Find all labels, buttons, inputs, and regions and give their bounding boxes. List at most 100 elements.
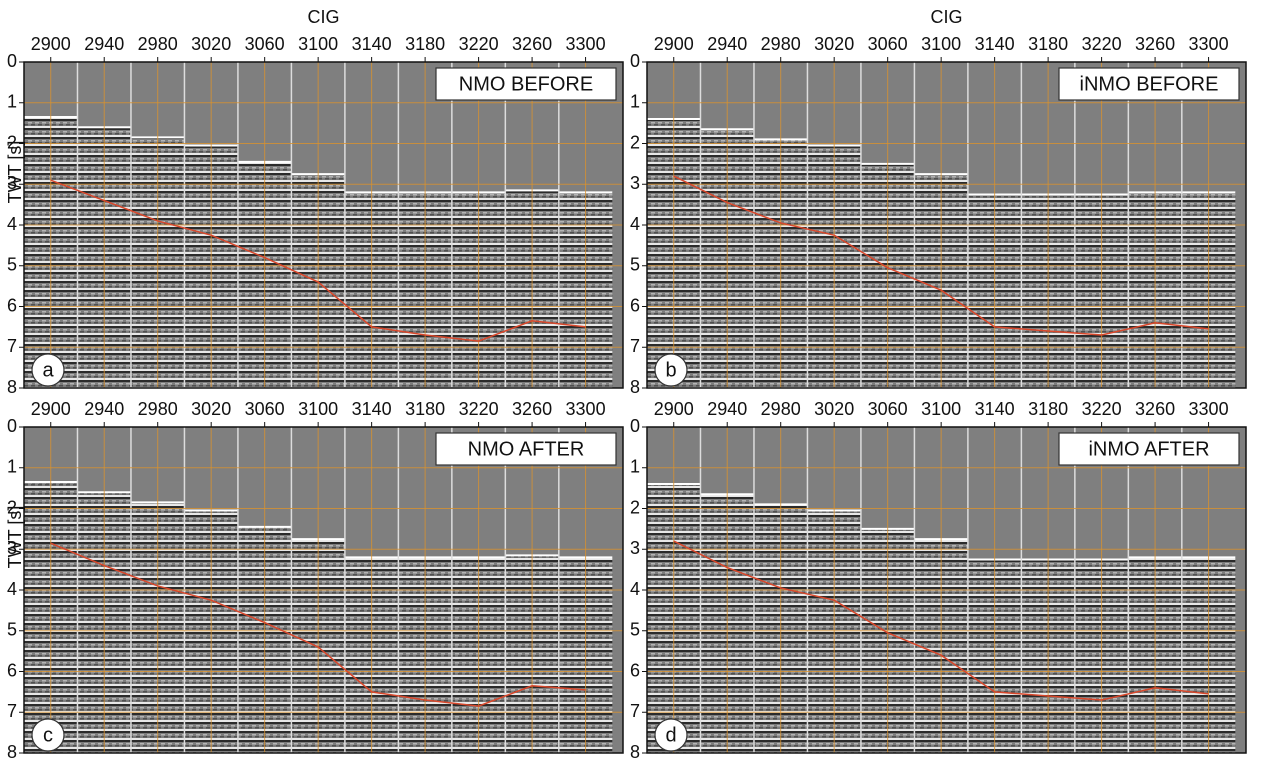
- x-tick-label: 3300: [566, 399, 606, 419]
- x-tick-label: 3300: [1189, 399, 1229, 419]
- x-tick-label: 2900: [31, 34, 71, 54]
- x-tick-label: 3220: [1082, 34, 1122, 54]
- x-tick-label: 2940: [707, 34, 747, 54]
- y-tick-label: 6: [7, 660, 17, 680]
- x-tick-label: 3180: [405, 399, 445, 419]
- title-box: [1058, 67, 1240, 101]
- x-tick-label: 2900: [654, 399, 694, 419]
- x-tick-label: 3060: [868, 399, 908, 419]
- y-tick-label: 8: [7, 377, 17, 397]
- y-tick-label: 1: [630, 92, 640, 112]
- x-tick-label: 2980: [761, 34, 801, 54]
- x-tick-label: 3260: [512, 399, 552, 419]
- y-tick-label: 4: [630, 214, 640, 234]
- y-axis-label: TWT [s]: [5, 506, 25, 569]
- panel-badge: [654, 718, 688, 752]
- x-tick-label: 3140: [975, 34, 1015, 54]
- panel-label: c: [43, 724, 53, 746]
- x-tick-label: 2980: [138, 399, 178, 419]
- pick-line: [50, 542, 586, 707]
- x-tick-label: 2940: [84, 399, 124, 419]
- x-tick-label: 3140: [352, 34, 392, 54]
- x-tick-label: 3140: [975, 399, 1015, 419]
- x-tick-label: 3300: [566, 34, 606, 54]
- x-tick-label: 3100: [298, 34, 338, 54]
- panel-title: NMO BEFORE: [459, 73, 593, 95]
- x-tick-label: 3260: [512, 34, 552, 54]
- y-tick-label: 4: [7, 579, 17, 599]
- x-tick-label: 3300: [1189, 34, 1229, 54]
- panel-label: d: [665, 724, 676, 746]
- y-tick-label: 0: [630, 51, 640, 71]
- y-tick-label: 7: [630, 336, 640, 356]
- y-tick-label: 2: [7, 132, 17, 152]
- y-tick-label: 3: [7, 538, 17, 558]
- x-tick-label: 3260: [1135, 34, 1175, 54]
- y-tick-label: 1: [630, 457, 640, 477]
- y-tick-label: 2: [630, 132, 640, 152]
- panel-title: iNMO BEFORE: [1080, 73, 1219, 95]
- x-tick-label: 3100: [921, 34, 961, 54]
- y-tick-label: 3: [630, 173, 640, 193]
- title-box: [1058, 432, 1240, 466]
- x-tick-label: 3140: [352, 399, 392, 419]
- x-tick-label: 3220: [1082, 399, 1122, 419]
- panel-badge: [31, 718, 65, 752]
- x-tick-label: 3100: [921, 399, 961, 419]
- y-tick-label: 1: [7, 457, 17, 477]
- pick-line: [673, 540, 1209, 701]
- panel-label: b: [665, 359, 676, 381]
- panel-title: iNMO AFTER: [1088, 438, 1209, 460]
- y-tick-label: 7: [7, 336, 17, 356]
- x-tick-label: 3020: [814, 399, 854, 419]
- title-box: [435, 67, 617, 101]
- y-tick-label: 2: [630, 497, 640, 517]
- x-axis-label: CIG: [307, 7, 339, 27]
- y-tick-label: 5: [630, 620, 640, 640]
- pick-line: [673, 175, 1209, 336]
- panel-badge: [31, 353, 65, 387]
- pick-line: [50, 179, 586, 342]
- panel-label: a: [42, 359, 54, 381]
- y-tick-label: 6: [630, 295, 640, 315]
- panel-title: NMO AFTER: [468, 438, 585, 460]
- x-tick-label: 3220: [459, 399, 499, 419]
- x-tick-label: 3260: [1135, 399, 1175, 419]
- x-tick-label: 2900: [31, 399, 71, 419]
- y-tick-label: 5: [7, 620, 17, 640]
- y-tick-label: 6: [7, 295, 17, 315]
- x-tick-label: 3020: [814, 34, 854, 54]
- x-tick-label: 3100: [298, 399, 338, 419]
- x-tick-label: 3020: [191, 399, 231, 419]
- y-tick-label: 8: [630, 377, 640, 397]
- y-tick-label: 5: [630, 255, 640, 275]
- y-tick-label: 3: [7, 173, 17, 193]
- y-tick-label: 4: [630, 579, 640, 599]
- y-tick-label: 0: [7, 51, 17, 71]
- y-tick-label: 4: [7, 214, 17, 234]
- y-tick-label: 6: [630, 660, 640, 680]
- y-tick-label: 5: [7, 255, 17, 275]
- title-box: [435, 432, 617, 466]
- x-tick-label: 3060: [245, 399, 285, 419]
- y-tick-label: 3: [630, 538, 640, 558]
- x-tick-label: 3180: [1028, 34, 1068, 54]
- y-tick-label: 8: [630, 742, 640, 762]
- y-axis-label: TWT [s]: [5, 141, 25, 204]
- y-tick-label: 1: [7, 92, 17, 112]
- x-tick-label: 2940: [707, 399, 747, 419]
- x-tick-label: 3020: [191, 34, 231, 54]
- x-tick-label: 2980: [761, 399, 801, 419]
- y-tick-label: 7: [630, 701, 640, 721]
- x-tick-label: 2980: [138, 34, 178, 54]
- x-tick-label: 3060: [245, 34, 285, 54]
- panel-badge: [654, 353, 688, 387]
- y-tick-label: 8: [7, 742, 17, 762]
- y-tick-label: 0: [7, 416, 17, 436]
- y-tick-label: 2: [7, 497, 17, 517]
- x-tick-label: 3060: [868, 34, 908, 54]
- x-tick-label: 3180: [1028, 399, 1068, 419]
- x-tick-label: 3220: [459, 34, 499, 54]
- y-tick-label: 7: [7, 701, 17, 721]
